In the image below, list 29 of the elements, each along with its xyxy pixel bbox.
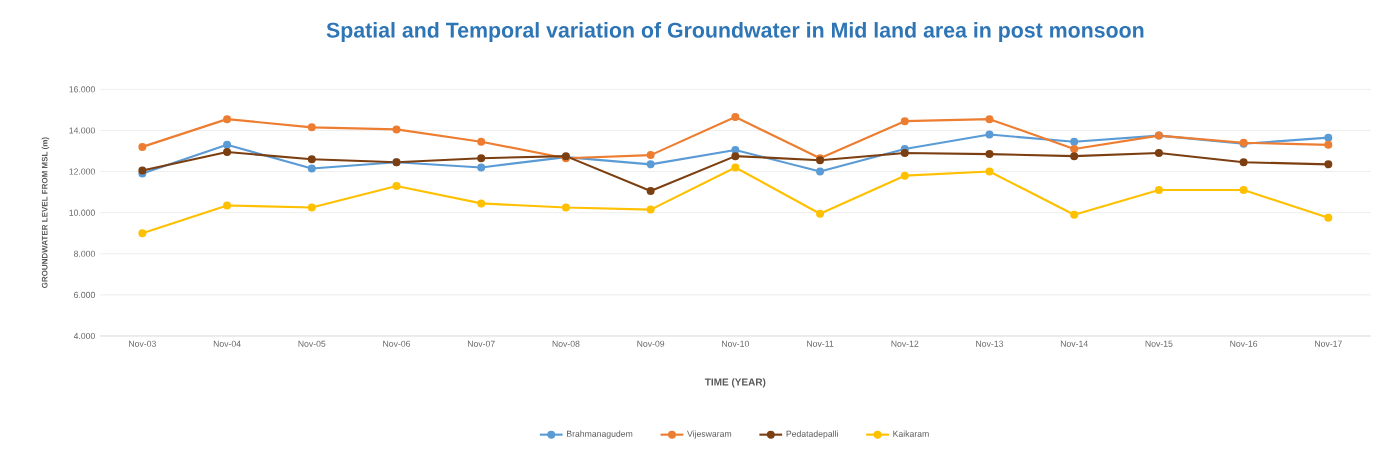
- x-tick-label: Nov-04: [213, 340, 241, 347]
- x-tick-label: Nov-05: [298, 340, 326, 347]
- y-tick-label: 8.000: [73, 250, 95, 257]
- x-tick-label: Nov-12: [891, 340, 919, 347]
- y-axis-title: GROUNDWATER LEVEL FROM MSL (m): [41, 137, 50, 288]
- legend-label: Vijeswaram: [687, 430, 732, 439]
- y-tick-label: 10.000: [69, 209, 95, 216]
- x-tick-label: Nov-07: [467, 340, 495, 347]
- legend-label: Brahmanagudem: [567, 430, 633, 439]
- x-tick-label: Nov-03: [129, 340, 156, 347]
- x-tick-label: Nov-14: [1060, 340, 1088, 347]
- x-tick-label: Nov-06: [383, 340, 411, 347]
- x-axis-title: TIME (YEAR): [704, 378, 766, 388]
- y-tick-label: 4.000: [73, 332, 95, 339]
- x-tick-label: Nov-16: [1230, 340, 1258, 347]
- x-tick-label: Nov-10: [722, 340, 749, 347]
- x-tick-label: Nov-15: [1145, 340, 1173, 347]
- chart-title: Spatial and Temporal variation of Groundwater in Mid land area in post monsoon: [326, 21, 1144, 42]
- y-tick-label: 16.000: [69, 86, 95, 93]
- x-tick-label: Nov-11: [807, 340, 834, 347]
- x-tick-label: Nov-08: [552, 340, 580, 347]
- x-tick-label: Nov-13: [976, 340, 1004, 347]
- y-tick-label: 14.000: [69, 127, 95, 134]
- y-tick-label: 12.000: [69, 168, 95, 175]
- x-tick-label: Nov-17: [1315, 340, 1342, 347]
- x-tick-label: Nov-09: [637, 340, 665, 347]
- legend-label: Pedatadepalli: [786, 430, 838, 439]
- legend-label: Kaikaram: [893, 430, 929, 437]
- y-tick-label: 6.000: [74, 291, 95, 298]
